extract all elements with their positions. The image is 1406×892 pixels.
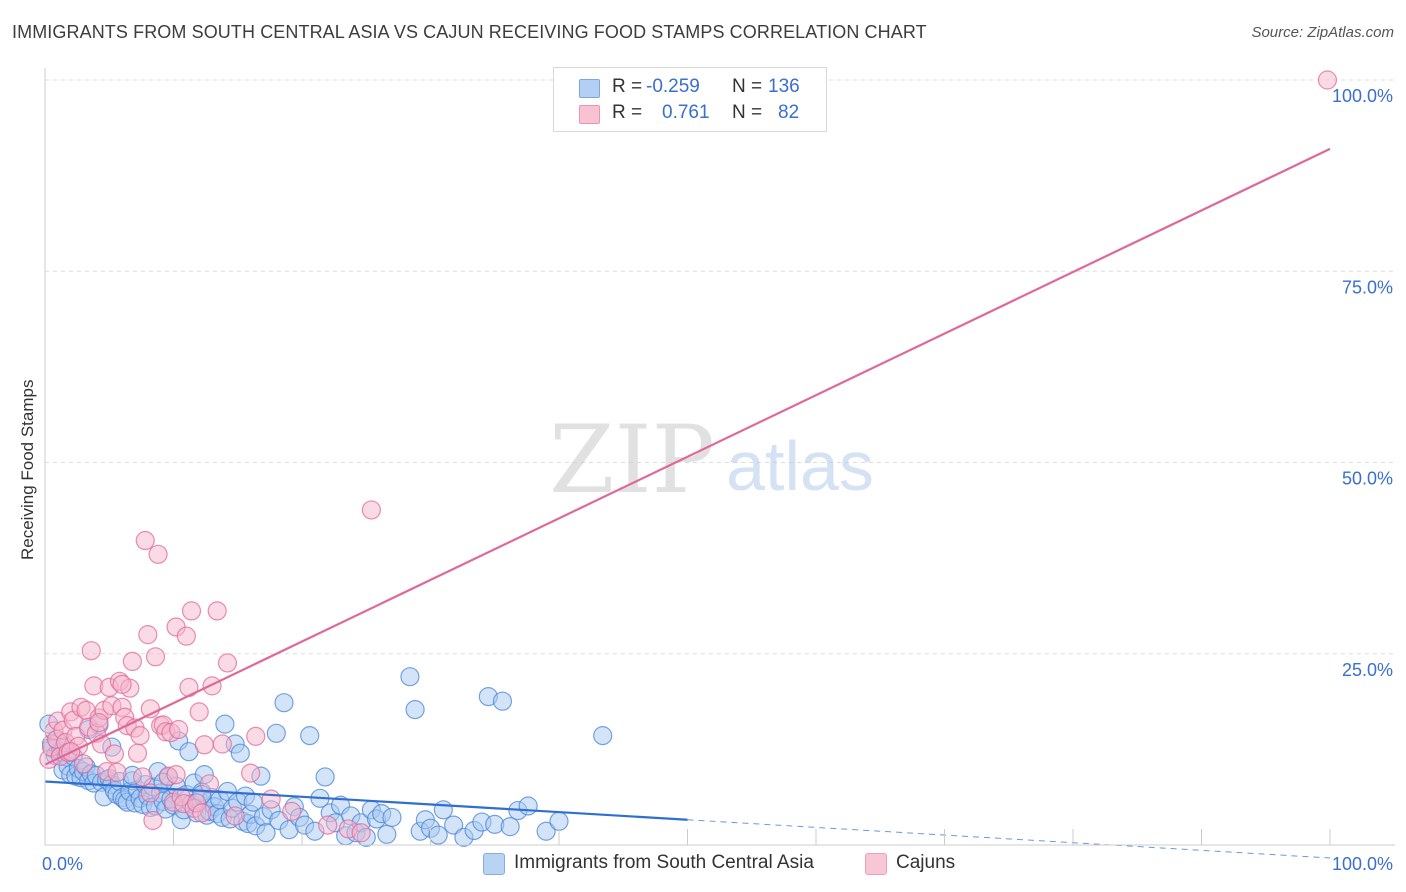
data-point-south-central-asia: [492, 691, 513, 711]
data-point-south-central-asia: [444, 815, 464, 835]
data-point-cajuns: [212, 734, 232, 754]
data-point-cajuns: [189, 702, 209, 722]
data-point-cajuns: [130, 726, 150, 746]
data-point-south-central-asia: [593, 726, 613, 746]
data-point-south-central-asia: [518, 796, 538, 816]
source-credit: Source: ZipAtlas.com: [1251, 24, 1394, 41]
data-point-cajuns: [73, 754, 94, 774]
bottom-legend-label-blue: Immigrants from South Central Asia: [514, 852, 814, 873]
data-point-cajuns: [202, 676, 222, 696]
data-point-cajuns: [176, 626, 196, 646]
chart-title: IMMIGRANTS FROM SOUTH CENTRAL ASIA VS CA…: [12, 22, 927, 42]
legend-row-pink: R = 0.761 N = 82: [554, 101, 826, 127]
data-point-south-central-asia: [400, 667, 420, 687]
legend-r-label: R =: [612, 102, 643, 123]
data-point-cajuns: [138, 625, 158, 645]
data-point-cajuns: [192, 803, 212, 823]
legend-swatch-blue: [579, 79, 600, 98]
data-point-south-central-asia: [433, 800, 453, 820]
data-point-cajuns: [1317, 70, 1338, 90]
data-point-cajuns: [145, 647, 166, 667]
data-point-south-central-asia: [243, 792, 263, 812]
bottom-legend-swatch-blue: [483, 853, 505, 875]
data-point-cajuns: [81, 641, 101, 661]
data-point-cajuns: [261, 789, 281, 809]
y-tick-label: 100.0%: [1332, 86, 1393, 106]
legend-r-value: 0.761: [662, 102, 710, 123]
data-point-cajuns: [318, 815, 338, 835]
data-point-south-central-asia: [215, 714, 235, 734]
data-point-south-central-asia: [300, 726, 320, 746]
legend-r-label: R =: [612, 76, 643, 97]
legend-swatch-pink: [579, 105, 600, 124]
data-point-south-central-asia: [274, 693, 294, 713]
data-point-cajuns: [135, 530, 155, 551]
grid: [45, 79, 1395, 655]
points-cajuns: [39, 70, 1338, 843]
x-tick-label: 100.0%: [1332, 854, 1393, 874]
x-tick-label: 0.0%: [42, 854, 83, 874]
data-point-cajuns: [104, 744, 124, 764]
axes: 25.0% 50.0% 75.0% 100.0% 0.0% 100.0%: [42, 68, 1395, 874]
bottom-legend-swatch-pink: [865, 853, 887, 875]
legend-r-value: -0.259: [646, 76, 700, 97]
data-point-cajuns: [361, 500, 381, 520]
data-point-south-central-asia: [500, 817, 520, 837]
watermark-zip: ZIP: [549, 406, 715, 515]
data-point-cajuns: [169, 719, 189, 740]
trend-line-south-central-asia: [44, 780, 688, 821]
data-point-cajuns: [181, 601, 202, 621]
trend-line-cajuns: [44, 147, 1331, 766]
data-point-cajuns: [207, 601, 227, 621]
legend-n-label: N =: [732, 102, 763, 123]
watermark: ZIP atlas: [549, 406, 874, 515]
data-point-cajuns: [194, 735, 214, 755]
data-point-cajuns: [282, 801, 302, 821]
data-point-cajuns: [143, 810, 163, 831]
legend-n-label: N =: [732, 76, 763, 97]
y-tick-label: 50.0%: [1342, 469, 1393, 489]
data-point-south-central-asia: [315, 767, 335, 787]
y-tick-label: 75.0%: [1342, 277, 1393, 297]
data-point-south-central-asia: [230, 743, 250, 763]
data-point-cajuns: [112, 674, 132, 694]
legend-n-value: 82: [778, 102, 800, 123]
data-point-cajuns: [148, 544, 168, 564]
y-axis-label: Receiving Food Stamps: [18, 379, 37, 560]
data-point-south-central-asia: [549, 811, 569, 831]
y-tick-label: 25.0%: [1342, 660, 1393, 680]
watermark-atlas: atlas: [726, 427, 874, 505]
trend-line-south-central-asia-extension: [687, 819, 1331, 859]
data-point-south-central-asia: [428, 825, 448, 845]
data-point-cajuns: [133, 767, 153, 787]
trend-lines: [44, 147, 1331, 859]
data-point-south-central-asia: [256, 823, 276, 843]
data-point-cajuns: [127, 743, 148, 763]
legend-n-value: 136: [768, 76, 800, 97]
legend-row-blue: R = -0.259 N = 136: [554, 75, 826, 101]
data-point-cajuns: [122, 651, 142, 672]
data-point-south-central-asia: [536, 821, 556, 841]
data-point-cajuns: [241, 763, 261, 783]
data-point-south-central-asia: [405, 699, 425, 720]
data-point-cajuns: [89, 712, 109, 733]
bottom-legend-label-pink: Cajuns: [896, 852, 956, 873]
data-point-cajuns: [217, 653, 238, 673]
data-point-south-central-asia: [382, 807, 402, 828]
data-point-cajuns: [225, 806, 245, 826]
data-point-south-central-asia: [266, 723, 286, 743]
data-point-cajuns: [166, 765, 186, 785]
data-point-south-central-asia: [377, 824, 397, 844]
data-point-cajuns: [107, 762, 127, 782]
data-point-cajuns: [199, 774, 220, 794]
data-point-cajuns: [246, 726, 266, 746]
data-point-cajuns: [351, 823, 371, 843]
correlation-legend: R = -0.259 N = 136 R = 0.761 N = 82: [553, 67, 827, 132]
